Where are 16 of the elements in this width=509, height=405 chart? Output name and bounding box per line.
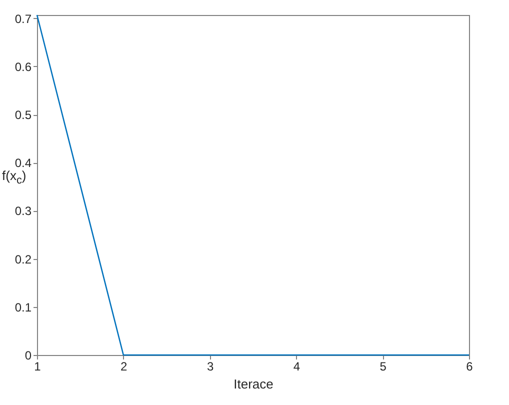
y-tick-label: 0.3 <box>14 204 32 218</box>
x-tick-label: 3 <box>206 360 214 374</box>
x-tick-label: 1 <box>34 360 42 374</box>
x-tick-label: 4 <box>293 360 300 374</box>
x-tick-label: 2 <box>120 360 128 374</box>
y-tick-label: 0.5 <box>14 108 32 122</box>
x-tick-label: 6 <box>466 360 474 374</box>
x-axis-title: Iterace <box>234 376 274 392</box>
y-tick-label: 0.2 <box>14 252 32 266</box>
y-tick-label: 0.1 <box>14 300 32 314</box>
y-tick-label: 0.6 <box>14 60 32 74</box>
y-tick-label: 0.7 <box>14 12 32 26</box>
x-tick-label: 5 <box>380 360 387 374</box>
y-axis-title: f(x$_{c}$) <box>2 168 26 187</box>
y-tick-label: 0.4 <box>14 156 32 170</box>
y-tick-label: 0 <box>24 348 32 362</box>
